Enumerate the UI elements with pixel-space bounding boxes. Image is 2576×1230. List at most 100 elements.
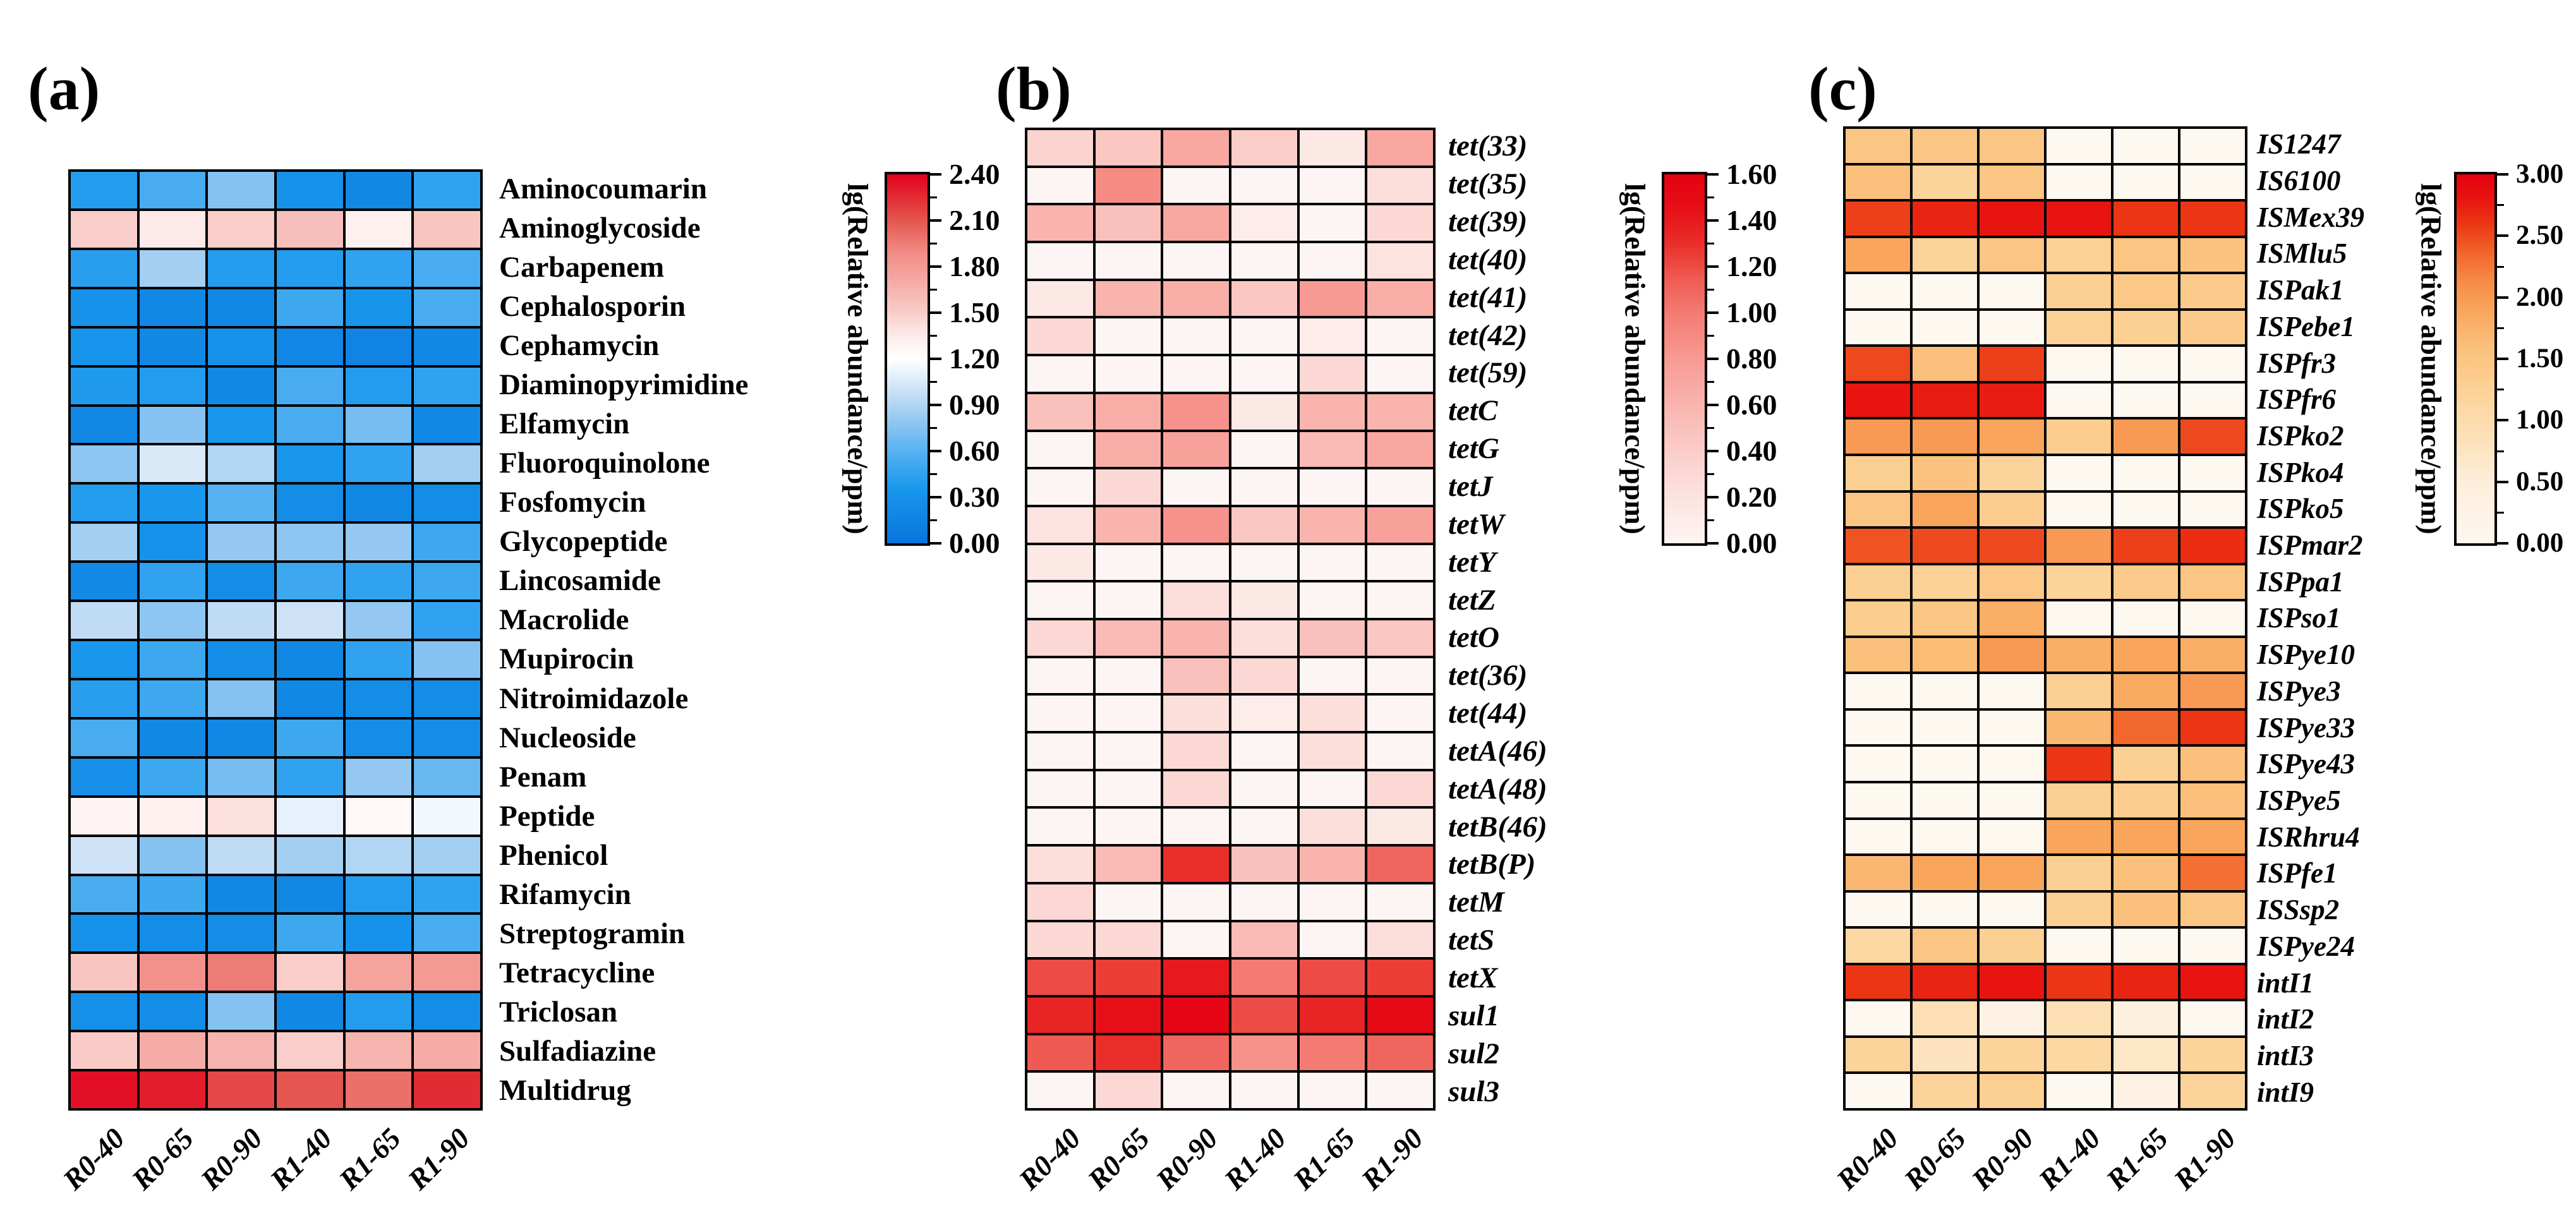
heatmap-cell <box>276 289 343 326</box>
heatmap-cell <box>71 524 137 561</box>
heatmap-cell <box>1980 965 2044 999</box>
panel-letter-b: (b) <box>996 55 1072 123</box>
heatmap-cell <box>1367 733 1433 769</box>
row-label: ISPye24 <box>2257 930 2355 962</box>
heatmap-cell <box>71 876 137 913</box>
heatmap-cell <box>1846 747 1910 781</box>
heatmap-cell <box>2180 674 2245 708</box>
row-label: ISPko4 <box>2257 456 2344 488</box>
row-label: ISPpa1 <box>2257 565 2344 598</box>
heatmap-cell <box>1163 394 1229 430</box>
heatmap-cell <box>2180 892 2245 927</box>
heatmap-cell <box>71 289 137 326</box>
heatmap-cell <box>1027 809 1093 845</box>
heatmap-cell <box>1231 847 1297 882</box>
heatmap-cell <box>414 1071 480 1108</box>
heatmap-cell <box>139 719 206 756</box>
heatmap-cell <box>1846 129 1910 163</box>
row-label: ISPso1 <box>2257 602 2341 634</box>
colorbar-tick-mark <box>930 404 941 406</box>
heatmap-cell <box>2047 565 2111 600</box>
heatmap-cell <box>1913 783 1977 817</box>
heatmap-cell <box>276 406 343 443</box>
colorbar-tick-mark <box>1707 265 1719 268</box>
colorbar-tick-label: 0.30 <box>949 481 1000 513</box>
colorbar-minor-tick-mark <box>930 196 937 198</box>
x-axis-labels-c: R0-40 R0-65 R0-90 R1-40 R1-65 R1-90 <box>1830 1119 2247 1230</box>
heatmap-cell <box>1846 310 1910 345</box>
heatmap-cell <box>1367 507 1433 543</box>
heatmap-cell <box>71 1032 137 1070</box>
row-label: ISRhru4 <box>2257 821 2360 853</box>
heatmap-cell <box>2180 637 2245 672</box>
colorbar-minor-tick-mark <box>2497 389 2504 391</box>
heatmap-cell <box>2180 965 2245 999</box>
heatmap-cell <box>1367 771 1433 807</box>
heatmap-cell <box>276 210 343 248</box>
row-label: tet(39) <box>1448 205 1528 239</box>
heatmap-cell <box>1980 1001 2044 1035</box>
heatmap-cell <box>345 485 412 522</box>
heatmap-cell <box>1299 545 1365 581</box>
heatmap-cell <box>208 367 274 404</box>
heatmap-cell <box>2113 1074 2178 1108</box>
heatmap-cell <box>1846 347 1910 381</box>
heatmap-cell <box>1367 620 1433 656</box>
heatmap-cell <box>1231 280 1297 317</box>
heatmap-cell <box>1027 318 1093 354</box>
colorbar-tick-mark <box>1707 219 1719 222</box>
row-label: ISPye10 <box>2257 639 2355 671</box>
heatmap-cell <box>2113 856 2178 890</box>
heatmap-cell <box>139 758 206 795</box>
heatmap-cell <box>1027 130 1093 166</box>
heatmap-cell <box>1980 129 2044 163</box>
heatmap-cell <box>2113 129 2178 163</box>
heatmap-cell <box>345 445 412 483</box>
colorbar-a <box>885 172 930 546</box>
colorbar-minor-tick-mark <box>930 335 937 337</box>
heatmap-cell <box>1846 492 1910 527</box>
colorbar-tick-mark <box>1707 450 1719 452</box>
heatmap-cell <box>1095 130 1161 166</box>
heatmap-cell <box>1027 582 1093 618</box>
heatmap-cell <box>2047 856 2111 890</box>
heatmap-cell <box>414 406 480 443</box>
heatmap-cell <box>1980 419 2044 454</box>
heatmap-cell <box>414 367 480 404</box>
panel-letter-a: (a) <box>28 55 100 123</box>
heatmap-cell <box>414 485 480 522</box>
heatmap-cell <box>208 758 274 795</box>
heatmap-cell <box>345 367 412 404</box>
row-label: intI2 <box>2257 1003 2314 1035</box>
heatmap-cell <box>139 641 206 678</box>
colorbar-tick-label: 1.40 <box>1726 204 1777 236</box>
heatmap-cell <box>1846 783 1910 817</box>
colorbar-tick-label: 1.50 <box>2516 344 2564 373</box>
row-label: tet(35) <box>1448 167 1528 201</box>
heatmap-cell <box>2113 456 2178 490</box>
heatmap-cell <box>1163 356 1229 392</box>
heatmap-cell <box>1846 1001 1910 1035</box>
heatmap-cell <box>276 876 343 913</box>
heatmap-cell <box>1095 205 1161 241</box>
heatmap-cell <box>1095 809 1161 845</box>
heatmap-cell <box>1913 383 1977 418</box>
heatmap-cell <box>1027 507 1093 543</box>
row-label: tetA(46) <box>1448 734 1547 768</box>
colorbar-tick-mark <box>2497 419 2508 422</box>
heatmap-cell <box>1163 997 1229 1033</box>
heatmap-cell <box>2180 1037 2245 1072</box>
heatmap-cell <box>1913 892 1977 927</box>
heatmap-cell <box>139 524 206 561</box>
heatmap-cell <box>1367 130 1433 166</box>
colorbar-tick-label: 0.40 <box>1726 435 1777 467</box>
colorbar-tick-label: 1.20 <box>949 342 1000 375</box>
row-label: tetO <box>1448 621 1499 654</box>
heatmap-cell <box>139 1071 206 1108</box>
heatmap-cell <box>1163 205 1229 241</box>
heatmap-cell <box>1163 243 1229 279</box>
heatmap-cell <box>139 289 206 326</box>
heatmap-cell <box>1163 658 1229 694</box>
heatmap-cell <box>1163 545 1229 581</box>
heatmap-cell <box>208 289 274 326</box>
